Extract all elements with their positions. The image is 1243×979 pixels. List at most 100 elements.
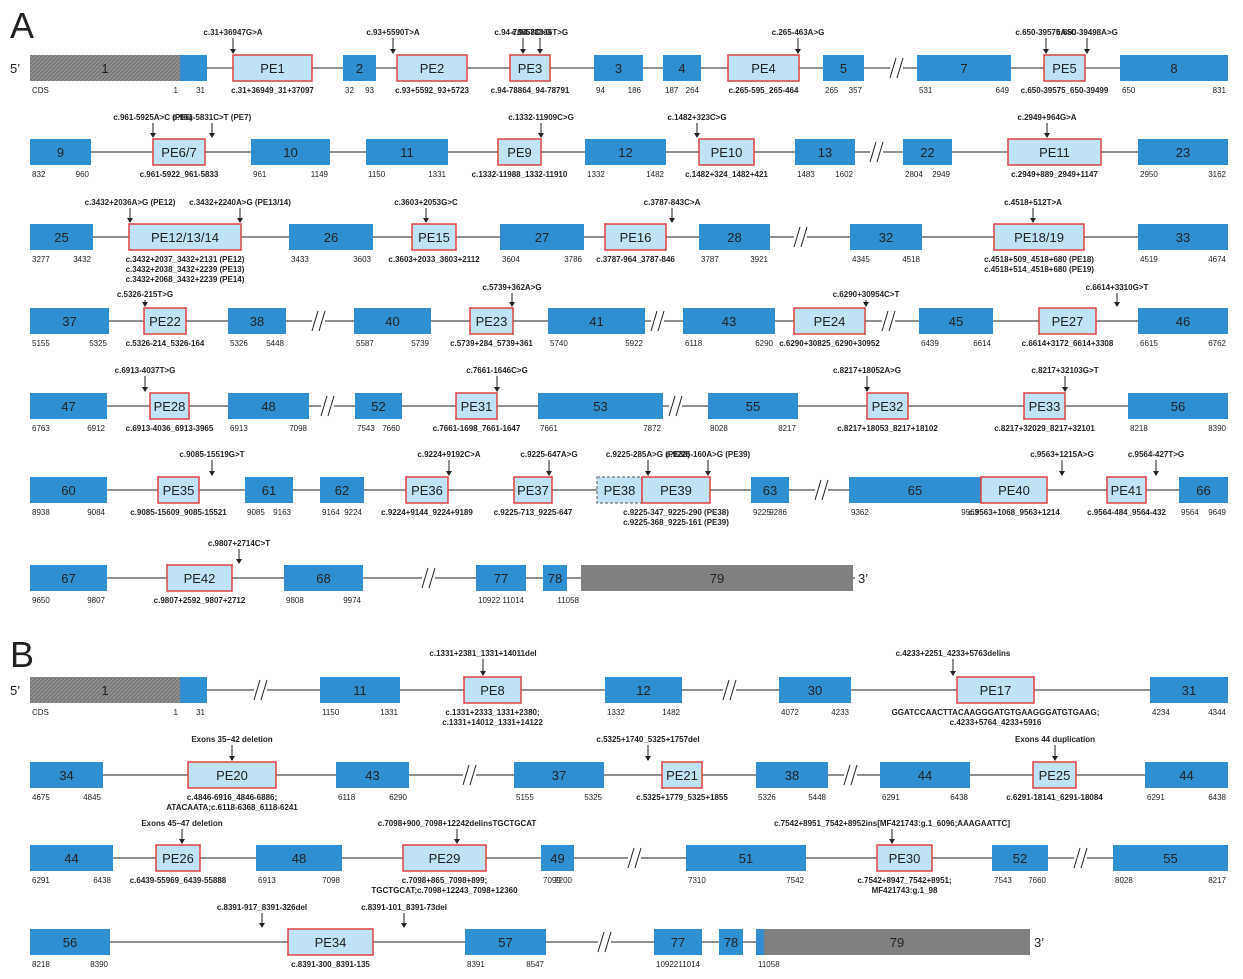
exon-end-position: 1 xyxy=(174,708,179,717)
pseudo-exon-label: PE6/7 xyxy=(161,145,196,160)
pseudo-exon-label: PE3 xyxy=(518,61,543,76)
break-gap xyxy=(890,56,903,80)
exon-box xyxy=(366,139,448,165)
exon-start-position: 8938 xyxy=(32,508,50,517)
variant-label: c.9225-160A>G (PE39) xyxy=(666,450,751,459)
break-mark xyxy=(896,57,904,79)
pseudo-exon-label: PE24 xyxy=(814,314,846,329)
pseudo-exon-coordinates: TGCTGCAT;c.7098+12243_7098+12360 xyxy=(371,886,518,895)
exon-label: 5 xyxy=(840,61,847,76)
exon-start-position: 6763 xyxy=(32,424,50,433)
variant-label: c.9224+9192C>A xyxy=(417,450,480,459)
exon-label: 25 xyxy=(54,230,68,245)
pseudo-exon-coordinates: c.1332-11988_1332-11910 xyxy=(472,170,568,179)
pseudo-exon-box xyxy=(1032,761,1077,789)
break-gap xyxy=(628,846,641,870)
pseudo-exon-box xyxy=(956,676,1035,704)
pseudo-exon-coordinates: c.3787-964_3787-846 xyxy=(596,255,675,264)
pseudo-exon-coordinates: c.3432+2068_3432+2239 (PE14) xyxy=(126,275,245,284)
exon-start-position: 5326 xyxy=(230,339,248,348)
exon-box xyxy=(30,224,93,250)
exon-start-position: 6913 xyxy=(230,424,248,433)
break-mark xyxy=(462,764,470,786)
variant-label: Exons 44 duplication xyxy=(1015,735,1095,744)
break-mark xyxy=(729,679,737,701)
exon-start-position: 1150 xyxy=(368,170,386,179)
break-mark xyxy=(876,141,884,163)
pseudo-exon-label: PE28 xyxy=(154,399,186,414)
exon-end-position: 9974 xyxy=(343,596,361,605)
exon-start-position: 8391 xyxy=(467,960,485,969)
exon-end-position: 6438 xyxy=(93,876,111,885)
break-gap xyxy=(598,930,611,954)
exon-label: 44 xyxy=(64,851,78,866)
pseudo-exon-label: PE39 xyxy=(660,483,692,498)
panel-label-a: A xyxy=(10,5,34,46)
exon-end-position: 6438 xyxy=(1208,793,1226,802)
exon-label: 11 xyxy=(353,683,367,698)
pseudo-exon-box xyxy=(980,476,1048,504)
pseudo-exon-coordinates: c.9225-347_9225-290 (PE38) xyxy=(623,508,729,517)
pseudo-exon-label: PE1 xyxy=(260,61,285,76)
variant-arrow-head xyxy=(669,218,675,223)
variant-label: c.9225-647A>G xyxy=(520,450,577,459)
pseudo-exon-box xyxy=(166,564,233,592)
variant-label: c.1331+2381_1331+14011del xyxy=(429,649,536,658)
pseudo-exon-coordinates: c.5739+284_5739+361 xyxy=(450,339,533,348)
utr-box xyxy=(764,929,1030,955)
exon-box xyxy=(663,55,701,81)
break-mark xyxy=(311,310,319,332)
exon-start-position: 6439 xyxy=(921,339,939,348)
pseudo-exon-coordinates: c.961-5922_961-5833 xyxy=(140,170,219,179)
exon-box xyxy=(594,55,643,81)
exon-start-position: 1150 xyxy=(322,708,340,717)
variant-arrow-head xyxy=(509,302,515,307)
exon-end-position: 6290 xyxy=(389,793,407,802)
variant-label: c.3432+2036A>G (PE12) xyxy=(85,198,176,207)
break-mark xyxy=(722,679,730,701)
break-mark xyxy=(634,847,642,869)
variant-arrow-head xyxy=(694,133,700,138)
exon-end-position: 6912 xyxy=(87,424,105,433)
exon-label: 26 xyxy=(324,230,338,245)
exon-start-position: 832 xyxy=(32,170,46,179)
exon-box xyxy=(30,565,107,591)
exon-box xyxy=(1138,139,1228,165)
variant-arrow-head xyxy=(1030,218,1036,223)
exon-label: 30 xyxy=(808,683,822,698)
variant-arrow-head xyxy=(480,671,486,676)
break-gap xyxy=(723,678,736,702)
pseudo-exon-coordinates: c.6614+3172_6614+3308 xyxy=(1022,339,1114,348)
exon-box xyxy=(756,762,828,788)
pseudo-exon-coordinates: c.31+36949_31+37097 xyxy=(231,86,314,95)
exon-label: 56 xyxy=(63,935,77,950)
variant-arrow-head xyxy=(179,839,185,844)
exon-label: 9 xyxy=(57,145,64,160)
pseudo-exon-label: PE20 xyxy=(216,768,248,783)
exon-start-position: 7543 xyxy=(994,876,1012,885)
variant-arrow-head xyxy=(1059,471,1065,476)
pseudo-exon-coordinates: c.4518+514_4518+680 (PE19) xyxy=(984,265,1094,274)
variant-arrow-head xyxy=(950,671,956,676)
pseudo-exon-box xyxy=(455,392,498,420)
exon-start-position: 9362 xyxy=(851,508,869,517)
exon-box xyxy=(541,845,574,871)
break-gap xyxy=(844,763,857,787)
exon-label: 31 xyxy=(1182,683,1196,698)
exon-start-position: 6913 xyxy=(258,876,276,885)
variant-arrow-head xyxy=(1044,133,1050,138)
pseudo-exon-label: PE41 xyxy=(1111,483,1143,498)
exon-start-position: 650 xyxy=(1122,86,1136,95)
exon-start-position: 187 xyxy=(665,86,679,95)
exon-start-position: 9164 xyxy=(322,508,340,517)
pseudo-exon-box xyxy=(1043,54,1086,82)
exon-box xyxy=(708,393,798,419)
break-gap xyxy=(870,140,883,164)
exon-box xyxy=(654,929,702,955)
exon-box xyxy=(919,308,993,334)
pseudo-exon-coordinates: c.6290+30825_6290+30952 xyxy=(779,339,880,348)
pseudo-exon-label: PE29 xyxy=(429,851,461,866)
exon-box xyxy=(683,308,775,334)
variant-arrow-head xyxy=(705,471,711,476)
pseudo-exon-coordinates: c.9563+1068_9563+1214 xyxy=(968,508,1060,517)
